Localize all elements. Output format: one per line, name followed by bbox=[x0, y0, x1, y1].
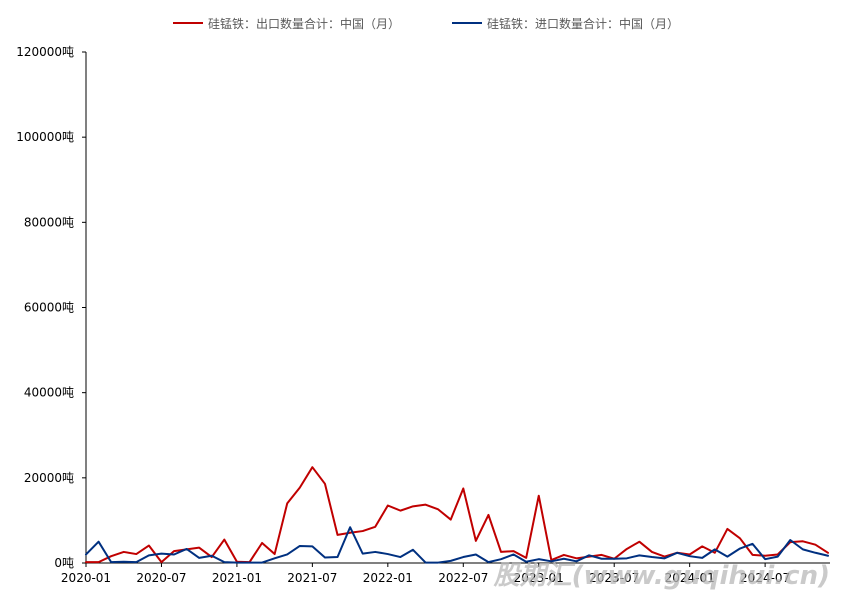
x-tick-label: 2020-01 bbox=[61, 571, 111, 585]
series-line-export bbox=[85, 466, 829, 564]
y-tick-label: 120000吨 bbox=[16, 45, 74, 59]
x-tick-label: 2022-01 bbox=[363, 571, 413, 585]
x-tick-label: 2022-07 bbox=[438, 571, 488, 585]
legend-label-export: 硅锰铁：出口数量合计：中国（月） bbox=[208, 16, 400, 31]
legend-label-import: 硅锰铁：进口数量合计：中国（月） bbox=[487, 16, 679, 31]
x-axis-ticks: 2020-01 2020-07 2021-01 2021-07 2022-01 2022-… bbox=[61, 563, 790, 585]
series-line-import bbox=[85, 526, 829, 564]
series-layer bbox=[85, 466, 829, 564]
y-tick-label: 60000吨 bbox=[24, 301, 74, 315]
y-axis-ticks: 0吨 20000吨 40000吨 60000吨 80000吨 100000吨 120000吨 bbox=[16, 45, 86, 570]
watermark-text: 股期汇(www.guqihui.cn) bbox=[493, 561, 830, 591]
y-tick-label: 100000吨 bbox=[16, 130, 74, 144]
x-tick-label: 2020-07 bbox=[136, 571, 186, 585]
chart-legend: 硅锰铁：出口数量合计：中国（月） 硅锰铁：进口数量合计：中国（月） bbox=[173, 16, 679, 31]
x-tick-label: 2024-01 bbox=[665, 571, 715, 585]
y-tick-label: 0吨 bbox=[54, 556, 74, 570]
y-tick-label: 20000吨 bbox=[24, 471, 74, 485]
y-tick-label: 80000吨 bbox=[24, 215, 74, 229]
x-tick-label: 2023-01 bbox=[514, 571, 564, 585]
x-tick-label: 2024-07 bbox=[740, 571, 790, 585]
x-tick-label: 2021-01 bbox=[212, 571, 262, 585]
y-tick-label: 40000吨 bbox=[24, 386, 74, 400]
x-tick-label: 2021-07 bbox=[287, 571, 337, 585]
x-tick-label: 2023-07 bbox=[589, 571, 639, 585]
